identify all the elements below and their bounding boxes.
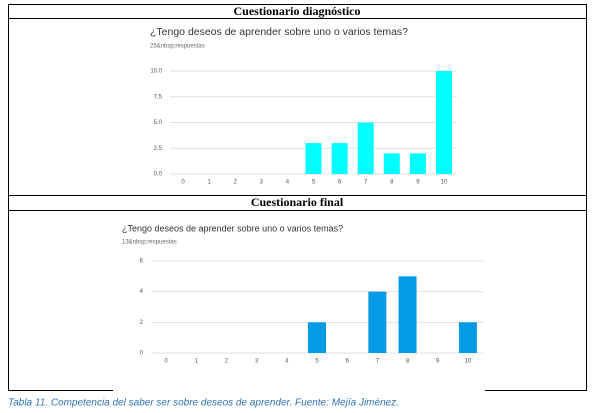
chart-title: ¿Tengo deseos de aprender sobre uno o va… (150, 26, 408, 38)
chart-title: ¿Tengo deseos de aprender sobre uno o va… (122, 223, 343, 233)
caption: Tabla 11. Competencia del saber ser sobr… (8, 398, 399, 409)
y-tick-label: 0.0 (154, 172, 163, 178)
x-tick-label: 6 (338, 180, 342, 186)
x-tick-label: 8 (406, 359, 410, 365)
x-tick-label: 6 (346, 359, 350, 365)
y-tick-label: 0 (140, 351, 144, 357)
x-tick-label: 8 (390, 180, 394, 186)
x-tick-label: 4 (286, 180, 290, 186)
x-tick-label: 1 (195, 359, 199, 365)
x-tick-label: 0 (181, 180, 185, 186)
x-tick-label: 4 (285, 359, 289, 365)
section-heading: Cuestionario diagnóstico (233, 4, 360, 18)
x-tick-label: 3 (255, 359, 259, 365)
section-heading: Cuestionario final (251, 195, 344, 209)
chart-subtitle: 13&nbsp;respuestas (122, 240, 177, 246)
x-tick-label: 1 (207, 180, 211, 186)
y-tick-label: 2 (140, 320, 144, 326)
chart-subtitle: 25&nbsp;respuestas (150, 44, 205, 50)
bar (409, 153, 426, 174)
bar (458, 322, 477, 353)
x-tick-label: 7 (364, 180, 368, 186)
bar (331, 143, 348, 174)
x-tick-label: 5 (315, 359, 319, 365)
y-tick-label: 7.5 (154, 94, 163, 100)
x-tick-label: 10 (441, 180, 448, 186)
border-gap (113, 388, 485, 393)
x-tick-label: 9 (416, 180, 420, 186)
bar (305, 143, 322, 174)
bar (308, 322, 326, 353)
y-tick-label: 5.0 (154, 120, 163, 126)
y-tick-label: 4 (140, 289, 144, 295)
x-tick-label: 2 (234, 180, 238, 186)
bar (357, 122, 374, 174)
x-tick-label: 9 (436, 359, 440, 365)
bar (398, 276, 417, 353)
x-tick-label: 2 (225, 359, 229, 365)
x-tick-label: 7 (376, 359, 380, 365)
x-tick-label: 3 (260, 180, 264, 186)
bar (435, 71, 452, 174)
x-tick-label: 5 (312, 180, 316, 186)
y-tick-label: 2.5 (154, 146, 163, 152)
bar (368, 291, 387, 353)
x-tick-label: 10 (465, 359, 472, 365)
y-tick-label: 10.0 (150, 69, 162, 75)
bar (383, 153, 400, 174)
y-tick-label: 6 (140, 259, 144, 265)
x-tick-label: 0 (164, 359, 168, 365)
